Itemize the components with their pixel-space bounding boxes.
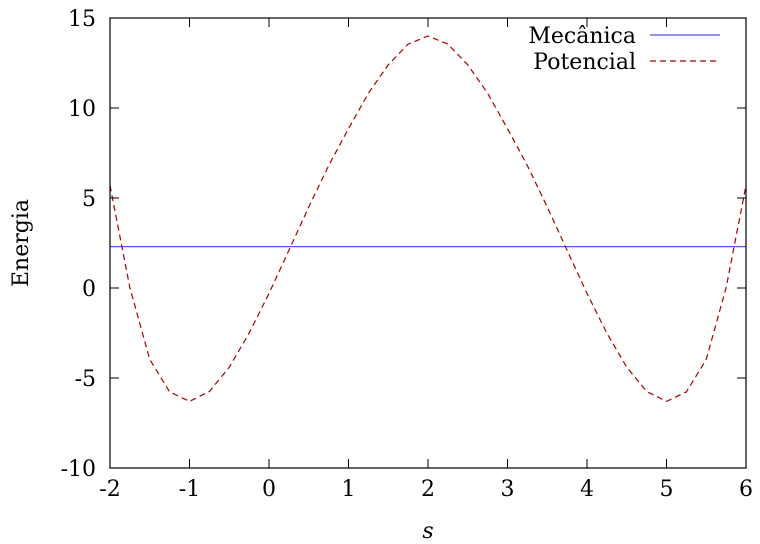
series-line-2 <box>109 35 747 403</box>
series-layer <box>109 35 747 403</box>
plot-frame <box>109 17 747 469</box>
x-tick-label: 1 <box>342 477 356 502</box>
y-axis-title: Energia <box>9 199 34 287</box>
x-tick-label: 2 <box>421 477 435 502</box>
ticks-layer <box>109 17 747 469</box>
y-tick-label: 15 <box>68 7 96 32</box>
y-tick-label: 0 <box>82 277 96 302</box>
y-tick-label: 10 <box>68 97 96 122</box>
legend-label: Mecânica <box>528 24 636 49</box>
x-tick-label: -2 <box>99 477 120 502</box>
y-tick-label: -10 <box>61 457 96 482</box>
x-axis-title: s <box>422 519 433 544</box>
legend-label: Potencial <box>533 50 636 75</box>
x-tick-label: 6 <box>739 477 753 502</box>
y-tick-label: -5 <box>75 367 96 392</box>
x-tick-label: 0 <box>262 477 276 502</box>
x-tick-label: 3 <box>501 477 515 502</box>
x-tick-label: 5 <box>660 477 674 502</box>
x-tick-label: -1 <box>179 477 200 502</box>
x-tick-label: 4 <box>580 477 594 502</box>
y-tick-label: 5 <box>82 187 96 212</box>
